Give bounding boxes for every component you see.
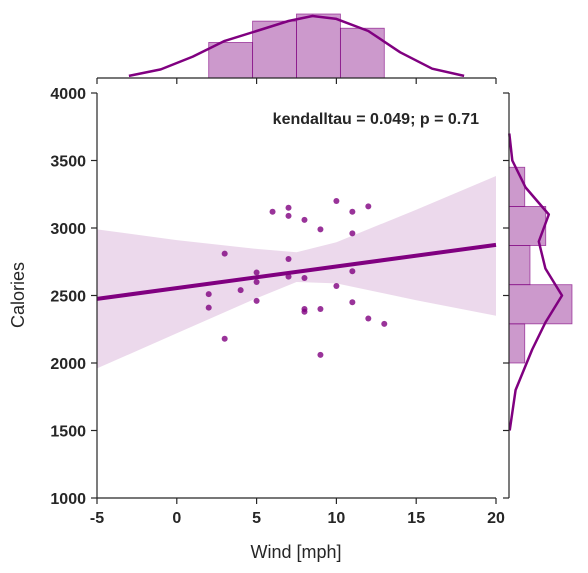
y-tick-label: 1500 — [50, 424, 86, 441]
x-marginal-panel — [96, 13, 497, 84]
regression-line — [96, 242, 497, 301]
y-tick-label: 4000 — [50, 86, 86, 103]
y-histogram-bar — [508, 323, 526, 364]
scatter-point — [237, 287, 244, 294]
x-tick-label: 5 — [252, 510, 261, 527]
x-tick-label: 0 — [172, 510, 181, 527]
y-marginal-panel — [503, 92, 573, 499]
scatter-point — [349, 230, 356, 237]
y-tick-label: 1000 — [50, 491, 86, 508]
scatter-point — [317, 306, 324, 312]
scatter-point — [285, 256, 292, 263]
x-tick-label: 20 — [487, 510, 505, 527]
scatter-point — [221, 335, 228, 342]
x-histogram-bar — [339, 27, 385, 79]
scatter-point — [317, 226, 324, 233]
x-kde-curve — [128, 14, 465, 78]
scatter-panel: -5 0 5 10 15 20 1000 1500 2000 2500 3000 3500 4000 — [50, 86, 505, 527]
scatter-point — [317, 351, 324, 358]
y-tick-label: 3500 — [50, 154, 86, 171]
y-tick-label: 3000 — [50, 221, 86, 238]
scatter-point — [269, 208, 276, 215]
scatter-point — [221, 250, 228, 257]
scatter-point — [205, 304, 212, 311]
x-axis-title: Wind [mph] — [250, 542, 341, 562]
scatter-point — [253, 297, 260, 304]
scatter-point — [333, 283, 340, 290]
x-histogram-bar — [208, 42, 254, 79]
scatter-point — [381, 320, 388, 327]
scatter-point — [285, 212, 292, 219]
y-tick-label: 2000 — [50, 356, 86, 373]
x-tick-label: 15 — [407, 510, 425, 527]
scatter-point — [333, 198, 340, 204]
y-kde-curve — [508, 133, 564, 431]
y-histogram-bar — [508, 245, 531, 286]
y-histogram-bar — [508, 284, 573, 325]
x-tick-label: -5 — [90, 510, 104, 527]
scatter-point — [253, 279, 260, 285]
x-histogram-bar — [296, 13, 341, 79]
scatter-point — [301, 274, 308, 281]
scatter-point — [301, 216, 308, 223]
scatter-point — [349, 299, 356, 306]
scatter-point — [365, 203, 372, 210]
x-tick-label: 10 — [328, 510, 346, 527]
scatter-point — [365, 315, 372, 322]
kendalltau-annotation: kendalltau = 0.049; p = 0.71 — [273, 111, 479, 128]
scatter-point — [205, 291, 212, 298]
scatter-point — [349, 208, 356, 215]
scatter-point — [285, 204, 292, 211]
scatter-point — [253, 269, 260, 276]
y-histogram-bar — [508, 166, 526, 207]
y-tick-label: 2500 — [50, 289, 86, 306]
scatter-point — [349, 268, 356, 275]
y-axis-title: Calories — [8, 262, 28, 328]
scatter-point — [301, 308, 308, 315]
